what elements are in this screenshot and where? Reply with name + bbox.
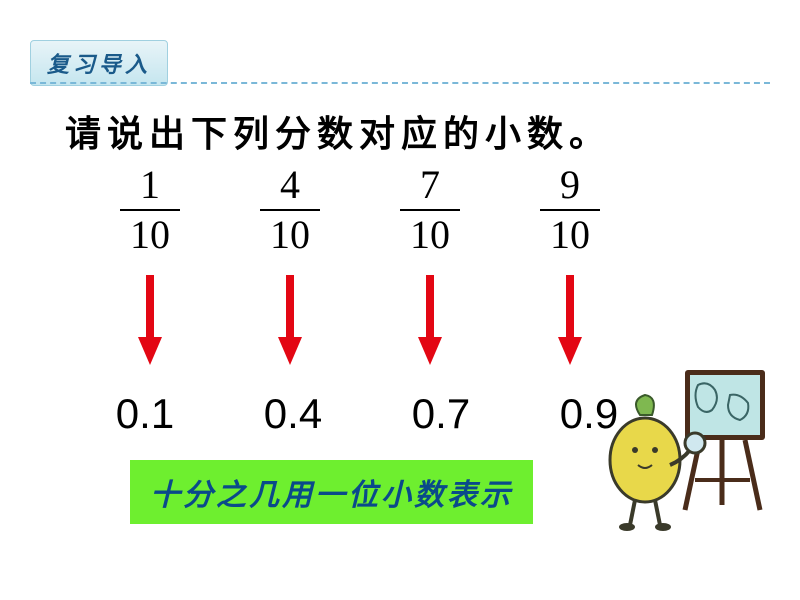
fraction-1: 1 10 [110, 165, 190, 255]
tag-label: 复习导入 [47, 52, 151, 77]
fraction-bar [120, 209, 180, 211]
denominator: 10 [130, 215, 170, 255]
down-arrow-icon [530, 275, 610, 365]
decimal-value: 0.4 [243, 390, 343, 438]
numerator: 4 [280, 165, 300, 205]
down-arrow-icon [250, 275, 330, 365]
teacher-character-icon [600, 365, 770, 545]
arrows-row [110, 275, 610, 365]
review-intro-tag: 复习导入 [30, 40, 168, 86]
down-arrow-icon [110, 275, 190, 365]
instruction-text: 请说出下列分数对应的小数。 [65, 105, 611, 157]
denominator: 10 [410, 215, 450, 255]
fraction-4: 9 10 [530, 165, 610, 255]
decimals-row: 0.1 0.4 0.7 0.9 [95, 390, 639, 438]
denominator: 10 [550, 215, 590, 255]
fractions-row: 1 10 4 10 7 10 9 10 [110, 165, 610, 255]
fraction-bar [260, 209, 320, 211]
numerator: 9 [560, 165, 580, 205]
numerator: 1 [140, 165, 160, 205]
summary-box: 十分之几用一位小数表示 [130, 460, 533, 524]
numerator: 7 [420, 165, 440, 205]
fraction-2: 4 10 [250, 165, 330, 255]
down-arrow-icon [390, 275, 470, 365]
header-divider [30, 82, 770, 84]
fraction-bar [400, 209, 460, 211]
summary-text: 十分之几用一位小数表示 [150, 479, 513, 512]
decimal-value: 0.1 [95, 390, 195, 438]
denominator: 10 [270, 215, 310, 255]
decimal-value: 0.7 [391, 390, 491, 438]
fraction-bar [540, 209, 600, 211]
fraction-3: 7 10 [390, 165, 470, 255]
